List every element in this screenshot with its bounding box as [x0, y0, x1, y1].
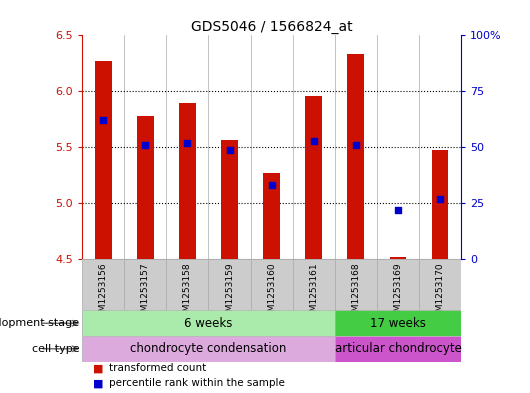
Bar	[82, 336, 335, 362]
Bar	[335, 259, 377, 310]
Text: percentile rank within the sample: percentile rank within the sample	[109, 378, 285, 388]
Point	[225, 147, 234, 153]
Text: GSM1253161: GSM1253161	[309, 262, 318, 323]
Title: GDS5046 / 1566824_at: GDS5046 / 1566824_at	[191, 20, 352, 34]
Bar	[335, 310, 461, 336]
Text: GSM1253158: GSM1253158	[183, 262, 192, 323]
Bar	[251, 259, 293, 310]
Point	[351, 142, 360, 148]
Text: 17 weeks: 17 weeks	[370, 317, 426, 330]
Point	[141, 142, 149, 148]
Bar	[377, 259, 419, 310]
Point	[436, 196, 444, 202]
Text: GSM1253156: GSM1253156	[99, 262, 108, 323]
Bar	[431, 150, 448, 259]
Point	[267, 182, 276, 189]
Text: cell type: cell type	[32, 344, 80, 354]
Bar	[305, 96, 322, 259]
Bar	[179, 103, 196, 259]
Bar	[124, 259, 166, 310]
Point	[183, 140, 192, 146]
Bar	[95, 61, 112, 259]
Bar	[390, 257, 407, 259]
Point	[310, 138, 318, 144]
Point	[394, 207, 402, 213]
Bar	[419, 259, 461, 310]
Bar	[221, 140, 238, 259]
Text: GSM1253168: GSM1253168	[351, 262, 360, 323]
Bar	[335, 336, 461, 362]
Text: GSM1253160: GSM1253160	[267, 262, 276, 323]
Text: ■: ■	[93, 378, 103, 388]
Point	[99, 118, 108, 124]
Text: GSM1253159: GSM1253159	[225, 262, 234, 323]
Text: GSM1253170: GSM1253170	[436, 262, 445, 323]
Bar	[348, 54, 364, 259]
Text: articular chondrocyte: articular chondrocyte	[334, 342, 462, 355]
Bar	[208, 259, 251, 310]
Text: chondrocyte condensation: chondrocyte condensation	[130, 342, 287, 355]
Bar	[263, 173, 280, 259]
Bar	[82, 310, 335, 336]
Text: GSM1253157: GSM1253157	[141, 262, 150, 323]
Text: development stage: development stage	[0, 318, 80, 328]
Text: ■: ■	[93, 364, 103, 373]
Text: GSM1253169: GSM1253169	[393, 262, 402, 323]
Bar	[137, 116, 154, 259]
Bar	[293, 259, 335, 310]
Bar	[166, 259, 208, 310]
Text: 6 weeks: 6 weeks	[184, 317, 233, 330]
Text: transformed count: transformed count	[109, 364, 206, 373]
Bar	[82, 259, 124, 310]
